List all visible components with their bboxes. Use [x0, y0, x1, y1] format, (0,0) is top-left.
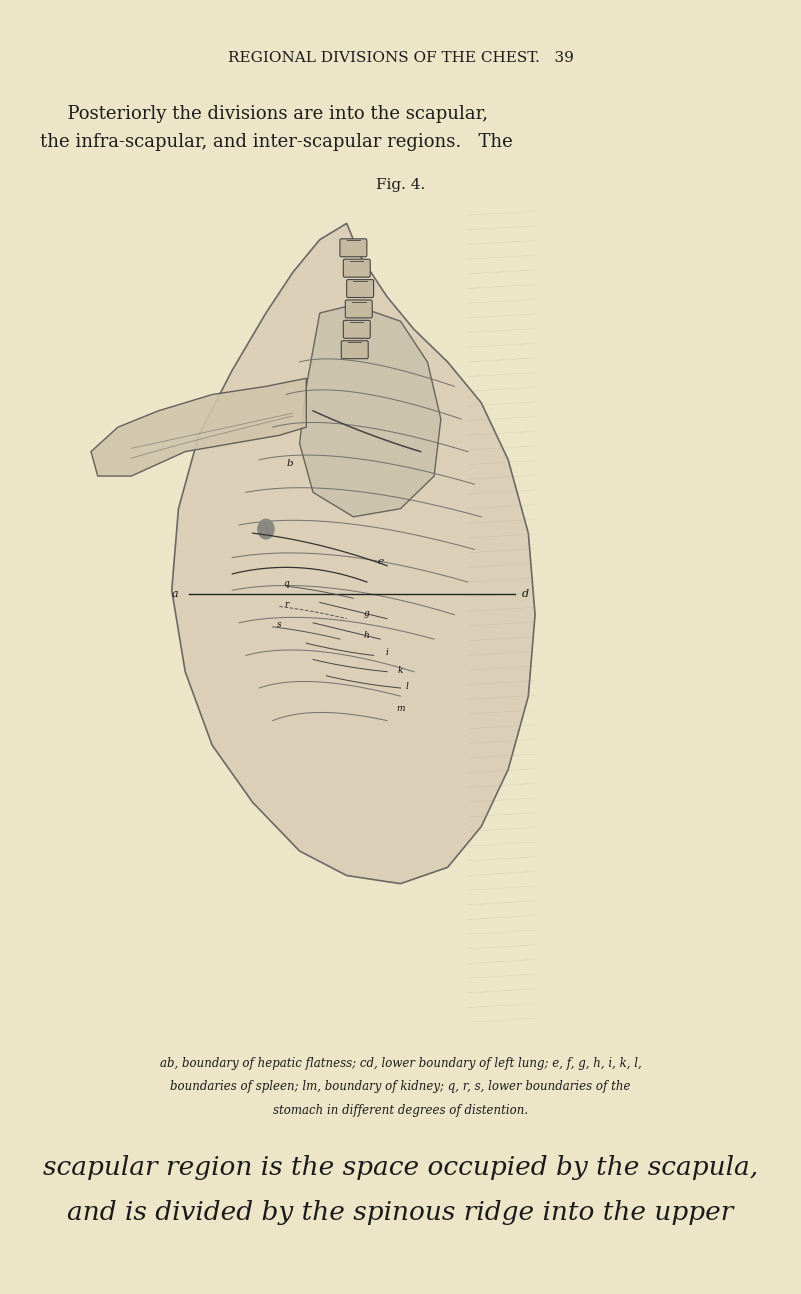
- FancyBboxPatch shape: [344, 259, 370, 277]
- Text: boundaries of spleen; lm, boundary of kidney; q, r, s, lower boundaries of the: boundaries of spleen; lm, boundary of ki…: [171, 1080, 630, 1093]
- FancyBboxPatch shape: [341, 340, 368, 358]
- Text: Posteriorly the divisions are into the scapular,: Posteriorly the divisions are into the s…: [56, 105, 488, 123]
- FancyBboxPatch shape: [344, 321, 370, 338]
- PathPatch shape: [91, 378, 306, 476]
- FancyBboxPatch shape: [340, 239, 367, 256]
- Text: ab, boundary of hepatic flatness; cd, lower boundary of left lung; e, f, g, h, i: ab, boundary of hepatic flatness; cd, lo…: [159, 1057, 642, 1070]
- Text: b: b: [286, 459, 293, 468]
- Text: and is divided by the spinous ridge into the upper: and is divided by the spinous ridge into…: [67, 1200, 734, 1225]
- Text: stomach in different degrees of distention.: stomach in different degrees of distenti…: [273, 1104, 528, 1117]
- Text: e: e: [377, 558, 384, 567]
- Text: k: k: [398, 665, 403, 674]
- Text: a: a: [171, 589, 179, 599]
- Text: scapular region is the space occupied by the scapula,: scapular region is the space occupied by…: [43, 1154, 758, 1180]
- Text: m: m: [396, 704, 405, 713]
- Text: d: d: [521, 589, 529, 599]
- FancyBboxPatch shape: [345, 300, 372, 318]
- Text: g: g: [364, 608, 370, 617]
- PathPatch shape: [300, 305, 441, 516]
- FancyBboxPatch shape: [347, 280, 373, 298]
- Text: Fig. 4.: Fig. 4.: [376, 179, 425, 192]
- Text: i: i: [385, 648, 388, 657]
- Text: the infra-scapular, and inter-scapular regions.   The: the infra-scapular, and inter-scapular r…: [40, 133, 513, 151]
- Text: h: h: [364, 630, 370, 639]
- Text: q: q: [284, 580, 289, 589]
- Text: r: r: [284, 600, 288, 609]
- Circle shape: [258, 519, 274, 538]
- Text: s: s: [277, 620, 282, 629]
- Text: l: l: [406, 682, 409, 691]
- Text: REGIONAL DIVISIONS OF THE CHEST.   39: REGIONAL DIVISIONS OF THE CHEST. 39: [227, 52, 574, 65]
- PathPatch shape: [171, 224, 535, 884]
